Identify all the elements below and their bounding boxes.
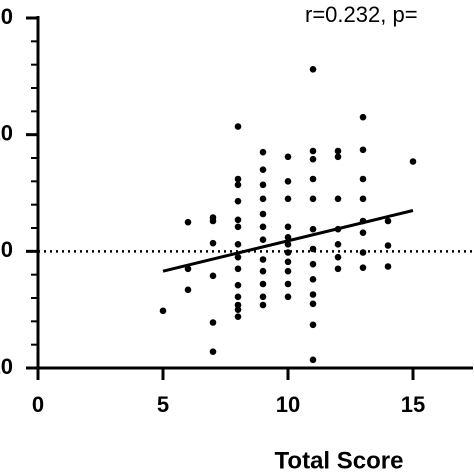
x-tick-label: 10 (276, 392, 300, 417)
x-tick-label: 5 (157, 392, 169, 417)
point (234, 197, 242, 205)
point (209, 217, 217, 225)
point (359, 264, 367, 271)
point (234, 223, 242, 231)
point (309, 300, 317, 308)
x-tick-label: 0 (32, 392, 44, 417)
point (209, 348, 217, 355)
x-axis-label: Total Score (275, 447, 404, 474)
point (234, 241, 242, 248)
point (234, 313, 242, 320)
point (309, 276, 317, 283)
point (259, 166, 267, 173)
point (259, 267, 267, 275)
point (384, 217, 392, 225)
y-tick-label: 0 (1, 237, 13, 262)
y-tick-label: 20 (0, 4, 13, 29)
point (259, 280, 267, 288)
point (234, 301, 242, 309)
point (359, 146, 367, 154)
point (334, 153, 342, 161)
point (184, 265, 192, 273)
point (309, 291, 317, 298)
point (359, 249, 367, 256)
point (284, 249, 292, 256)
point (309, 175, 317, 183)
point (259, 148, 267, 156)
point (259, 301, 267, 309)
point (334, 195, 342, 203)
point (384, 263, 392, 270)
point (359, 229, 367, 236)
point (309, 260, 317, 268)
point (234, 175, 242, 183)
point (234, 181, 242, 189)
point (284, 178, 292, 185)
point (259, 210, 267, 218)
point (309, 195, 317, 203)
point (209, 239, 217, 247)
y-tick-label: -10 (0, 354, 13, 379)
point (309, 321, 317, 329)
point (334, 147, 342, 155)
point (359, 113, 367, 121)
point (259, 195, 267, 203)
point (234, 123, 242, 130)
point (309, 66, 317, 73)
point (234, 306, 242, 313)
point (284, 223, 292, 231)
point (284, 267, 292, 275)
point (234, 216, 242, 224)
point (234, 253, 242, 261)
point (334, 265, 342, 273)
point (184, 218, 192, 226)
point (234, 293, 242, 301)
point (284, 293, 292, 301)
point (234, 281, 242, 289)
point (234, 265, 242, 273)
point (159, 307, 167, 315)
point (184, 286, 192, 294)
point (284, 258, 292, 266)
point (334, 253, 342, 261)
point (209, 319, 217, 326)
y-tick-label: 10 (0, 120, 13, 145)
point (309, 356, 317, 364)
point (359, 175, 367, 183)
fit-line (162, 209, 414, 273)
point (309, 147, 317, 155)
point (384, 242, 392, 249)
annotation: r=0.232, p= (305, 2, 418, 27)
point (209, 272, 217, 280)
point (259, 223, 267, 231)
point (284, 280, 292, 288)
point (309, 155, 317, 163)
point (259, 181, 267, 189)
point (359, 195, 367, 203)
point (284, 153, 292, 161)
point (309, 225, 317, 233)
point (259, 293, 267, 301)
point (259, 236, 267, 243)
point (309, 245, 317, 253)
point (334, 241, 342, 248)
point (259, 256, 267, 263)
x-tick-label: 15 (401, 392, 425, 417)
point (409, 158, 417, 165)
point (284, 195, 292, 203)
